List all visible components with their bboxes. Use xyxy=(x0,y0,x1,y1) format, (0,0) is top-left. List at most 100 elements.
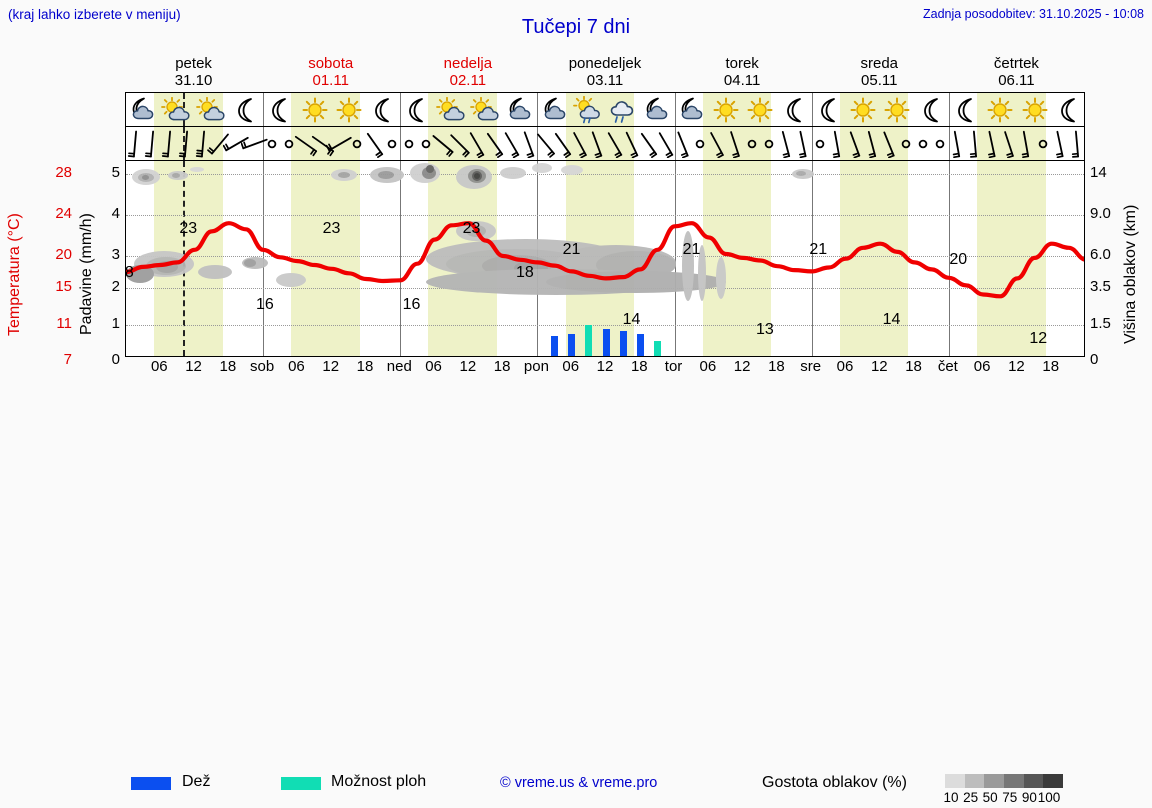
weather-icon-sun xyxy=(332,95,366,125)
cloud-density-ramp-step xyxy=(984,774,1004,788)
precipitation-tick-3: 2 xyxy=(104,278,120,295)
weather-icon-moon-cloud xyxy=(537,95,571,125)
temperature-label: 16 xyxy=(403,296,421,314)
temperature-tick-4: 11 xyxy=(36,315,72,332)
temperature-label: 18 xyxy=(126,264,134,282)
day-date: 04.11 xyxy=(674,72,811,89)
cloud-density-ramp-step xyxy=(1004,774,1024,788)
day-name: sreda xyxy=(811,55,948,72)
temperature-label: 20 xyxy=(949,251,967,269)
weather-icon-cloud-rain xyxy=(606,95,640,125)
temperature-tick-5: 7 xyxy=(36,351,72,368)
weather-icon-sun-cloud xyxy=(160,95,194,125)
temperature-label: 21 xyxy=(809,241,827,259)
precipitation-tick-0: 5 xyxy=(104,164,120,181)
weather-icon-sun xyxy=(297,95,331,125)
temperature-label: 14 xyxy=(883,311,901,329)
showers-legend-label: Možnost ploh xyxy=(331,773,426,791)
graph-area: 182316231623182114211321142012 xyxy=(126,161,1084,356)
temperature-label: 16 xyxy=(256,296,274,314)
weather-icon-moon xyxy=(777,95,811,125)
weather-icon-sun xyxy=(709,95,743,125)
temperature-tick-2: 20 xyxy=(36,246,72,263)
weather-icon-sun xyxy=(743,95,777,125)
weather-icon-moon xyxy=(366,95,400,125)
cloud-height-tick-0: 14 xyxy=(1090,164,1124,181)
temperature-label: 13 xyxy=(756,321,774,339)
rain-legend-label: Dež xyxy=(182,773,210,791)
precipitation-tick-5: 0 xyxy=(104,351,120,368)
showers-swatch xyxy=(281,777,321,790)
temperature-label: 23 xyxy=(323,220,341,238)
weather-icon-sun-cloud xyxy=(435,95,469,125)
day-date: 05.11 xyxy=(811,72,948,89)
cloud-density-ramp-step xyxy=(1043,774,1063,788)
weather-icon-sun-cloud-rain xyxy=(572,95,606,125)
page-header: (kraj lahko izberete v meniju) Tučepi 7 … xyxy=(0,0,1152,30)
weather-icon-moon-cloud xyxy=(675,95,709,125)
precipitation-axis-title: Padavine (mm/h) xyxy=(78,172,104,377)
day-name: nedelja xyxy=(399,55,536,72)
cloud-height-tick-1: 9.0 xyxy=(1090,205,1124,222)
day-date: 06.11 xyxy=(948,72,1085,89)
day-date: 31.10 xyxy=(125,72,262,89)
cloud-height-tick-3: 3.5 xyxy=(1090,278,1124,295)
day-name: petek xyxy=(125,55,262,72)
weather-icon-sun xyxy=(880,95,914,125)
temperature-label: 23 xyxy=(179,220,197,238)
weather-icon-sun xyxy=(983,95,1017,125)
day-name: četrtek xyxy=(948,55,1085,72)
temperature-label: 21 xyxy=(563,241,581,259)
weather-icon-moon xyxy=(915,95,949,125)
weather-icon-moon xyxy=(949,95,983,125)
weather-icon-sun xyxy=(1017,95,1051,125)
cloud-density-ramp-step xyxy=(1024,774,1044,788)
cloud-density-ramp-step xyxy=(945,774,965,788)
wind-barb-strip xyxy=(126,127,1084,161)
weather-icon-sun-cloud xyxy=(469,95,503,125)
precipitation-tick-4: 1 xyxy=(104,315,120,332)
weather-icon-sun-cloud xyxy=(195,95,229,125)
weather-icon-sun xyxy=(846,95,880,125)
day-date: 03.11 xyxy=(536,72,673,89)
day-name: torek xyxy=(674,55,811,72)
temperature-tick-1: 24 xyxy=(36,205,72,222)
last-update-text: Zadnja posodobitev: 31.10.2025 - 10:08 xyxy=(923,7,1144,21)
copyright-link[interactable]: © vreme.us & vreme.pro xyxy=(500,775,657,791)
wind-barb xyxy=(1063,130,1091,158)
cloud-density-ramp-step xyxy=(965,774,985,788)
day-date: 01.11 xyxy=(262,72,399,89)
weather-icon-moon xyxy=(1052,95,1086,125)
day-name: sobota xyxy=(262,55,399,72)
rain-swatch xyxy=(131,777,171,790)
day-name: ponedeljek xyxy=(536,55,673,72)
weather-icon-moon xyxy=(812,95,846,125)
precipitation-tick-1: 4 xyxy=(104,205,120,222)
cloud-height-tick-5: 0 xyxy=(1090,351,1124,368)
cloud-density-legend-label: Gostota oblakov (%) xyxy=(762,774,907,792)
temperature-label: 23 xyxy=(463,220,481,238)
chart-legend: Dež Možnost ploh © vreme.us & vreme.pro … xyxy=(0,385,1152,431)
forecast-plot: 182316231623182114211321142012 xyxy=(125,92,1085,357)
temperature-label: 21 xyxy=(683,241,701,259)
weather-icon-moon xyxy=(263,95,297,125)
temperature-label: 14 xyxy=(623,311,641,329)
cloud-height-tick-2: 6.0 xyxy=(1090,246,1124,263)
weather-icon-moon-cloud xyxy=(640,95,674,125)
cloud-height-tick-4: 1.5 xyxy=(1090,315,1124,332)
temperature-curve xyxy=(126,161,1084,356)
temperature-label: 18 xyxy=(516,264,534,282)
weather-icon-moon-cloud xyxy=(503,95,537,125)
precipitation-tick-2: 3 xyxy=(104,246,120,263)
cloud-density-ramp xyxy=(945,774,1063,788)
